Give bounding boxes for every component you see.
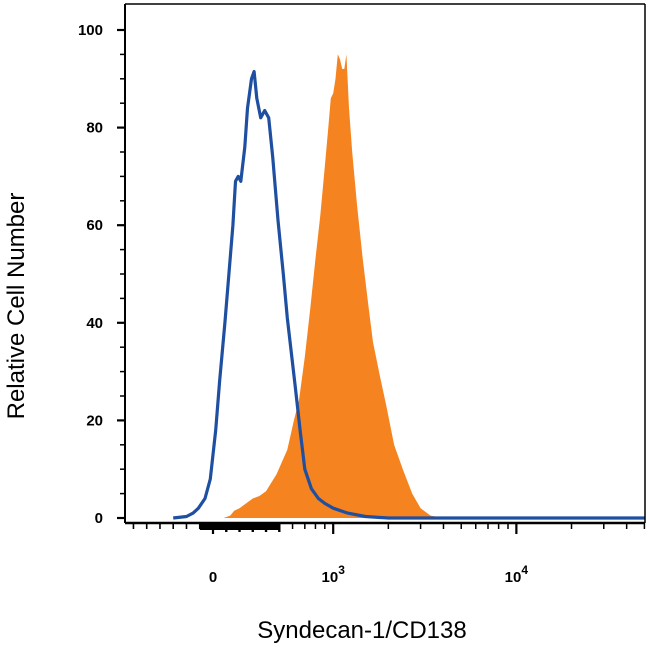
y-tick-label: 0	[95, 510, 103, 527]
y-tick-label: 60	[86, 217, 103, 234]
y-tick-label: 100	[78, 22, 103, 39]
x-tick-label: 103	[322, 563, 346, 586]
x-tick-label: 0	[209, 569, 217, 586]
series-line-histogram	[173, 69, 645, 520]
y-tick-label: 20	[86, 412, 103, 429]
y-tick-label: 40	[86, 315, 103, 332]
x-axis-label: Syndecan-1/CD138	[257, 617, 466, 644]
series-filled-histogram	[173, 54, 645, 519]
y-tick-label: 80	[86, 120, 103, 137]
y-axis-label: Relative Cell Number	[3, 193, 30, 420]
x-tick-label: 104	[505, 563, 529, 586]
